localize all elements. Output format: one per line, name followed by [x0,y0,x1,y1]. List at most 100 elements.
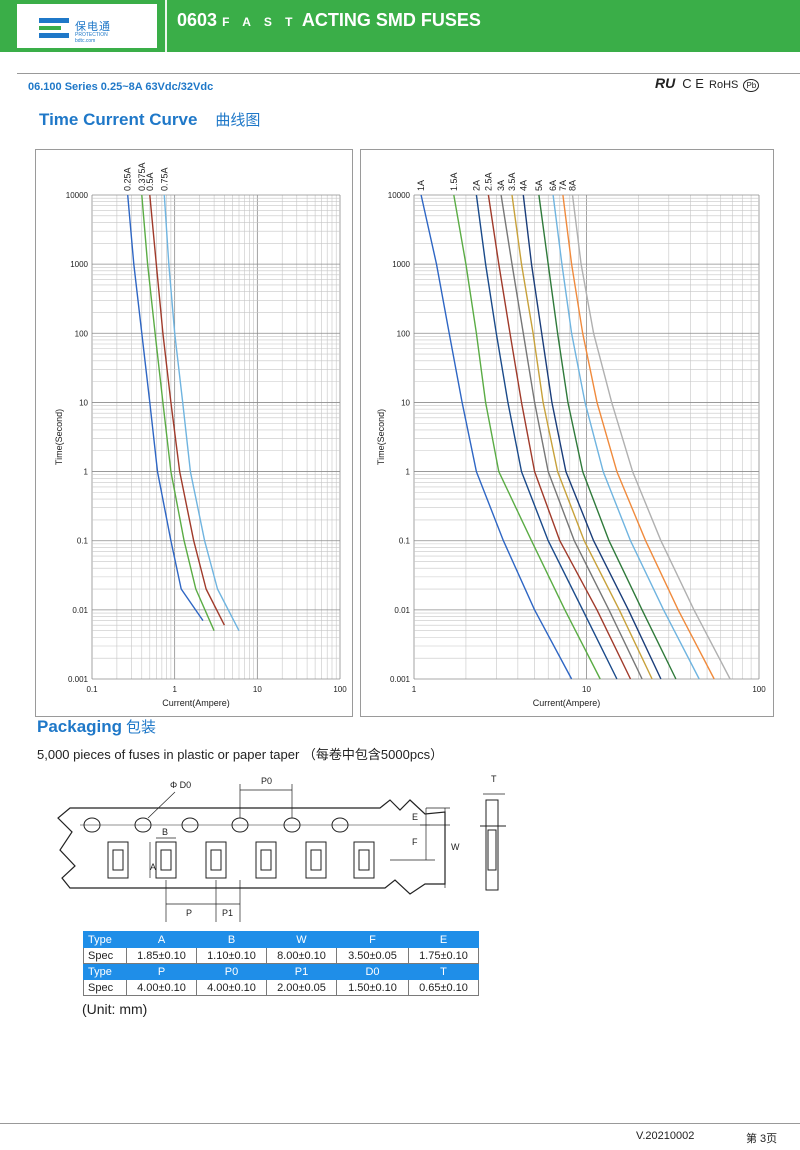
spec-header-row: Type A B W F E [83,931,479,948]
curve-section-title: Time Current Curve 曲线图 [39,109,260,130]
label-w: W [451,842,460,852]
series-line-0-5a [149,194,226,626]
rohs-mark-icon: RoHS [709,79,739,91]
series-label: 1.5A [449,172,459,191]
x-tick-label: 10 [253,685,262,694]
y-axis-label: Time(Second) [376,409,386,465]
label-p1: P1 [222,908,233,918]
header-underline [17,73,800,74]
label-e: E [412,812,418,822]
series-line-1a [420,194,573,680]
y-tick-label: 0.001 [390,675,411,684]
x-tick-label: 0.1 [86,685,98,694]
logo-english: PROTECTION bdtc.com [75,32,108,44]
side-body [485,799,499,891]
pocket [353,841,375,879]
x-axis-label: Current(Ampere) [162,698,230,708]
page-number: 第 3页 [746,1133,778,1145]
spec-value-row: Spec 4.00±0.10 4.00±0.10 2.00±0.05 1.50±0.10… [83,979,479,996]
series-label: 0.375A [137,162,147,191]
spec-cell: P1 [266,963,337,980]
x-tick-label: 1 [172,685,177,694]
y-tick-label: 100 [397,329,411,338]
spec-cell: W [266,931,337,948]
series-label: 6A [548,180,558,191]
series-line-4a [522,194,662,680]
y-tick-label: 0.001 [68,675,89,684]
y-tick-label: 1 [84,468,89,477]
document-version: V.20210002 [636,1130,695,1142]
spec-cell: 1.50±0.10 [336,979,409,996]
series-label: 8A [568,180,578,191]
chart-right: 0.001 0.01 0.1 1 10 100 1000 10000 1 10 100 Current… [376,172,766,708]
title-part-size: 0603 [177,10,218,30]
y-tick-label: 0.1 [399,537,411,546]
title-part-fast: F A S T [222,15,298,29]
pocket [255,841,277,879]
series-label: 2.5A [483,172,493,191]
pb-free-icon: Pb [743,79,760,92]
series-line-6a [552,194,700,680]
series-label: 2A [471,180,481,191]
x-axis-label: Current(Ampere) [533,698,601,708]
component-pockets [107,841,375,879]
y-tick-label: 10 [79,398,88,407]
label-b: B [162,827,168,837]
spec-cell: 1.75±0.10 [408,947,479,964]
series-label: 3.5A [507,172,517,191]
series-line-8a [571,194,731,680]
y-tick-label: 1000 [392,260,410,269]
pocket-inner [112,849,124,871]
y-tick-label: 0.01 [394,606,410,615]
label-t: T [491,774,497,784]
y-tick-label: 0.01 [72,606,88,615]
label-p0: P0 [261,776,272,786]
x-tick-label: 1 [412,685,417,694]
series-label: 0.75A [159,167,169,191]
chart-left-frame: 0.001 0.01 0.1 1 10 100 1000 10000 0.1 1 10 100 Curr… [35,149,353,717]
spec-cell: 0.65±0.10 [408,979,479,996]
logo-chinese-name: 保电通 [75,21,111,33]
packaging-spec-table: Type A B W F E Spec 1.85±0.10 1.10±0.10 8.00±0.10… [83,931,479,996]
curve-title-cn: 曲线图 [215,112,261,129]
chart-left: 0.001 0.01 0.1 1 10 100 1000 10000 0.1 1 10 100 Curr… [54,162,347,708]
series-line-1-5a [453,194,601,680]
series-line-0-75a [163,194,240,632]
y-axis-label: Time(Second) [54,409,64,465]
footer-line [0,1123,800,1124]
spec-cell: 1.10±0.10 [196,947,267,964]
spec-cell: 1.85±0.10 [126,947,197,964]
spec-cell: T [408,963,479,980]
series-label: 5A [534,180,544,191]
page-title: 0603 F A S T ACTING SMD FUSES [177,10,481,31]
header-bar: 保电通 PROTECTION bdtc.com 0603 F A S T ACT… [0,0,800,52]
series-description: 06.100 Series 0.25~8A 63Vdc/32Vdc [28,81,214,93]
series-label: 3A [496,180,506,191]
series-line-7a [562,194,715,680]
spec-cell: A [126,931,197,948]
spec-cell: P [126,963,197,980]
pocket-inner [210,849,222,871]
logo-mark-icon [39,18,69,38]
pocket [305,841,327,879]
chart-right-frame: 0.001 0.01 0.1 1 10 100 1000 10000 1 10 100 Current… [360,149,774,717]
spec-cell: Spec [83,947,127,964]
series-line-2a [475,194,618,680]
dimension-lines [147,784,450,922]
spec-cell: 2.00±0.05 [266,979,337,996]
spec-cell: 4.00±0.10 [196,979,267,996]
packaging-section-title: Packaging 包装 [37,716,156,737]
series-label: 4A [518,180,528,191]
spec-cell: D0 [336,963,409,980]
spec-cell: 3.50±0.05 [336,947,409,964]
pocket-inner [358,849,370,871]
spec-cell: P0 [196,963,267,980]
pocket-inner [260,849,272,871]
x-tick-label: 10 [582,685,591,694]
pocket [155,841,177,879]
series-line-3-5a [511,194,653,680]
y-tick-label: 1 [406,468,411,477]
packaging-note: 5,000 pieces of fuses in plastic or pape… [37,747,444,762]
spec-cell: Spec [83,979,127,996]
spec-cell: 4.00±0.10 [126,979,197,996]
